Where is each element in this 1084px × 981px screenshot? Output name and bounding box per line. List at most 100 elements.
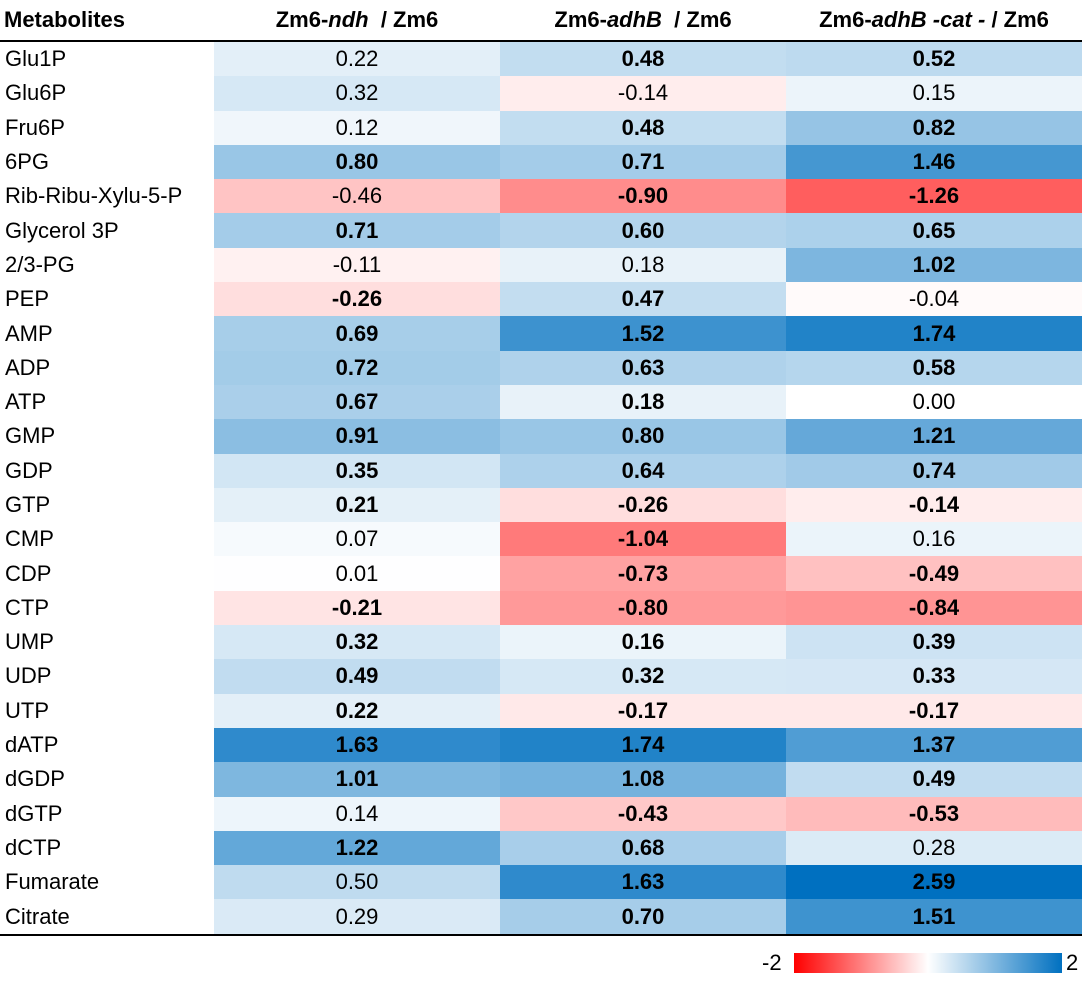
heatmap-cell: 0.18: [500, 247, 786, 283]
row-label: Fumarate: [0, 865, 214, 900]
heatmap-cell: -0.17: [500, 693, 786, 728]
table-row: Fru6P 0.12 0.48 0.82: [0, 110, 1082, 145]
table-row: GDP 0.35 0.64 0.74: [0, 453, 1082, 488]
table-row: Fumarate 0.50 1.63 2.59: [0, 865, 1082, 900]
row-label: CDP: [0, 556, 214, 591]
row-label: CTP: [0, 590, 214, 626]
heatmap-cell: -0.43: [500, 796, 786, 831]
column-header-adhb: Zm6-adhB / Zm6: [554, 7, 732, 32]
heatmap-cell: 1.21: [786, 419, 1082, 454]
table-row: dATP 1.63 1.74 1.37: [0, 727, 1082, 763]
heatmap-cell: 1.46: [786, 144, 1082, 180]
heatmap-cell: 0.21: [214, 487, 500, 523]
legend-max-label: 2: [1066, 950, 1079, 975]
heatmap-cell: 0.33: [786, 659, 1082, 694]
heatmap-cell: -0.84: [786, 590, 1082, 626]
heatmap-cell: -0.53: [786, 796, 1082, 831]
heatmap-cell: 0.71: [214, 213, 500, 248]
heatmap-cell: 0.29: [214, 899, 500, 935]
row-label: Glu6P: [0, 76, 214, 111]
table-row: CDP 0.01 -0.73 -0.49: [0, 556, 1082, 591]
heatmap-cell: -0.26: [500, 487, 786, 523]
table-row: 2/3-PG -0.11 0.18 1.02: [0, 247, 1082, 283]
row-label: dATP: [0, 727, 214, 763]
row-header: Metabolites: [4, 7, 126, 32]
heatmap-cell: 0.58: [786, 350, 1082, 385]
heatmap-cell: -0.46: [214, 179, 500, 214]
heatmap-cell: 1.02: [786, 247, 1082, 283]
heatmap-cell: 0.49: [786, 762, 1082, 797]
table-row: dGTP 0.14 -0.43 -0.53: [0, 796, 1082, 831]
row-label: dGTP: [0, 796, 214, 831]
legend-min-label: -2: [762, 950, 782, 975]
row-label: Citrate: [0, 899, 214, 935]
heatmap-cell: 0.69: [214, 316, 500, 351]
column-header-ndh: Zm6-ndh / Zm6: [275, 7, 439, 32]
table-row: AMP 0.69 1.52 1.74: [0, 316, 1082, 351]
heatmap-cell: -0.14: [786, 487, 1082, 523]
heatmap-cell: 0.64: [500, 453, 786, 488]
heatmap-cell: 0.18: [500, 384, 786, 420]
heatmap-cell: -1.04: [500, 522, 786, 557]
heatmap-cell: 0.00: [786, 384, 1082, 420]
heatmap-cell: 0.70: [500, 899, 786, 935]
heatmap-cell: -0.14: [500, 76, 786, 111]
heatmap-cell: 0.82: [786, 110, 1082, 145]
heatmap-cell: 0.32: [500, 659, 786, 694]
heatmap-cell: 0.48: [500, 110, 786, 145]
heatmap-cell: 0.14: [214, 796, 500, 831]
heatmap-cell: 0.80: [500, 419, 786, 454]
heatmap-cell: 0.48: [500, 41, 786, 77]
heatmap-cell: 0.12: [214, 110, 500, 145]
heatmap-cell: 0.68: [500, 830, 786, 866]
heatmap-cell: 0.07: [214, 522, 500, 557]
heatmap-cell: 0.71: [500, 144, 786, 180]
table-row: Rib-Ribu-Xylu-5-P -0.46 -0.90 -1.26: [0, 179, 1082, 214]
heatmap-cell: 1.01: [214, 762, 500, 797]
heatmap-cell: 1.63: [500, 865, 786, 900]
heatmap-cell: 0.16: [786, 522, 1082, 557]
header-row: Metabolites Zm6-ndh / Zm6 Zm6-adhB / Zm6…: [0, 0, 1082, 41]
heatmap-cell: -1.26: [786, 179, 1082, 214]
row-label: 2/3-PG: [0, 247, 214, 283]
heatmap-cell: 0.47: [500, 282, 786, 317]
heatmap-cell: 0.28: [786, 830, 1082, 866]
row-label: AMP: [0, 316, 214, 351]
heatmap-body: Glu1P 0.22 0.48 0.52 Glu6P 0.32 -0.14 0.15 Fru6P…: [0, 41, 1082, 935]
table-row: UDP 0.49 0.32 0.33: [0, 659, 1082, 694]
row-label: 6PG: [0, 144, 214, 180]
heatmap-cell: 0.16: [500, 625, 786, 660]
heatmap-cell: -0.80: [500, 590, 786, 626]
heatmap-cell: -0.49: [786, 556, 1082, 591]
heatmap-cell: 0.52: [786, 41, 1082, 77]
heatmap-cell: 0.39: [786, 625, 1082, 660]
heatmap-cell: 0.50: [214, 865, 500, 900]
table-row: UMP 0.32 0.16 0.39: [0, 625, 1082, 660]
table-row: GTP 0.21 -0.26 -0.14: [0, 487, 1082, 523]
heatmap-cell: 0.72: [214, 350, 500, 385]
table-row: GMP 0.91 0.80 1.21: [0, 419, 1082, 454]
row-label: dGDP: [0, 762, 214, 797]
heatmap-cell: 0.32: [214, 76, 500, 111]
table-row: Citrate 0.29 0.70 1.51: [0, 899, 1082, 935]
row-label: ATP: [0, 384, 214, 420]
table-row: UTP 0.22 -0.17 -0.17: [0, 693, 1082, 728]
row-label: Rib-Ribu-Xylu-5-P: [0, 179, 214, 214]
column-header-adhb-cat: Zm6-adhB -cat - / Zm6: [819, 7, 1049, 32]
table-row: CMP 0.07 -1.04 0.16: [0, 522, 1082, 557]
heatmap-cell: -0.11: [214, 247, 500, 283]
heatmap-cell: -0.26: [214, 282, 500, 317]
heatmap-cell: -0.04: [786, 282, 1082, 317]
heatmap-cell: 0.22: [214, 41, 500, 77]
heatmap-cell: 0.63: [500, 350, 786, 385]
row-label: dCTP: [0, 830, 214, 866]
heatmap-cell: -0.73: [500, 556, 786, 591]
table-row: dCTP 1.22 0.68 0.28: [0, 830, 1082, 866]
row-label: UMP: [0, 625, 214, 660]
heatmap-cell: 0.67: [214, 384, 500, 420]
heatmap-cell: -0.90: [500, 179, 786, 214]
table-row: PEP -0.26 0.47 -0.04: [0, 282, 1082, 317]
heatmap-table: Metabolites Zm6-ndh / Zm6 Zm6-adhB / Zm6…: [0, 0, 1082, 935]
heatmap-cell: 1.08: [500, 762, 786, 797]
heatmap-cell: -0.17: [786, 693, 1082, 728]
